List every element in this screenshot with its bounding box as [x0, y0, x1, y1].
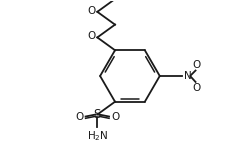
Text: O: O	[111, 112, 119, 122]
Text: O: O	[192, 59, 201, 70]
Text: O: O	[87, 6, 95, 16]
Text: H$_2$N: H$_2$N	[86, 129, 108, 143]
Text: S: S	[94, 108, 101, 121]
Text: O: O	[192, 83, 201, 93]
Text: O: O	[75, 112, 83, 122]
Text: N: N	[184, 71, 191, 81]
Text: O: O	[87, 31, 95, 41]
